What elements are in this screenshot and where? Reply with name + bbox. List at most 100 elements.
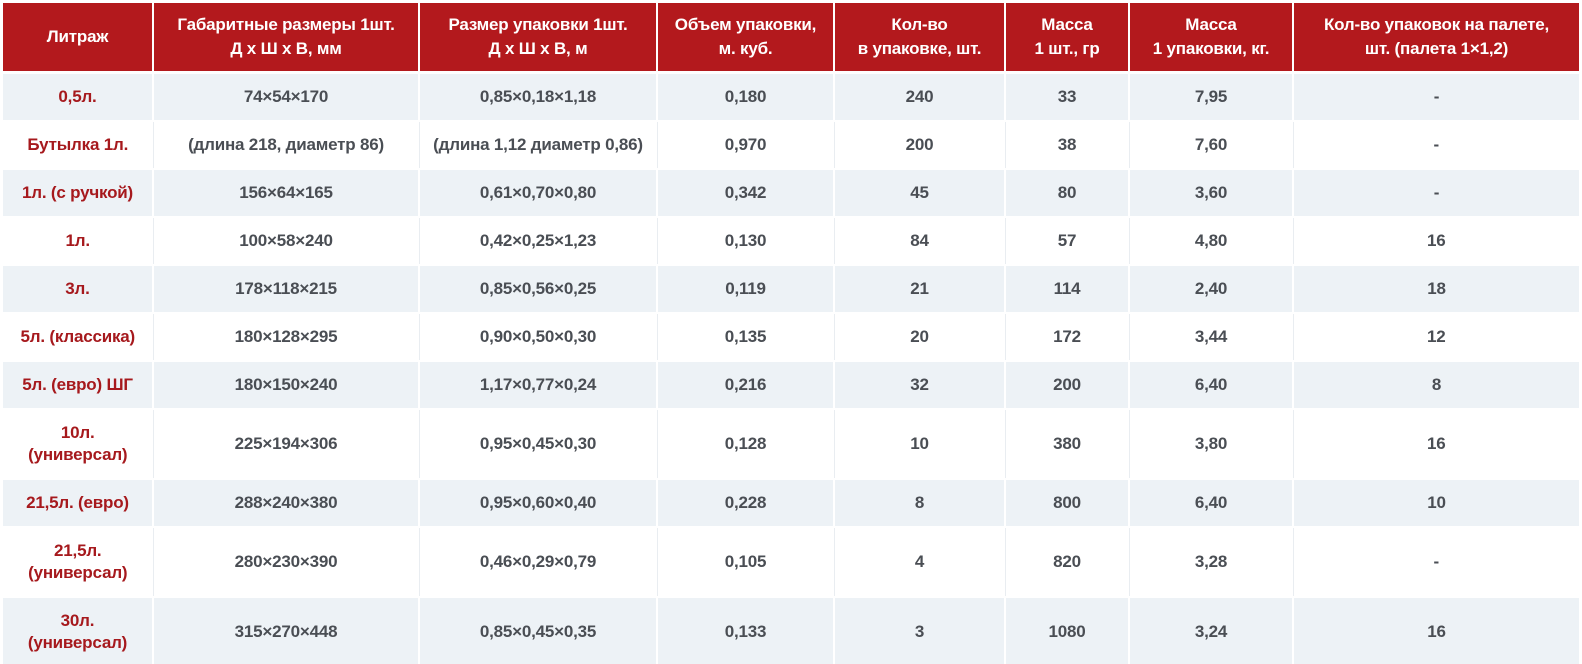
data-cell-pack-size: 0,90×0,50×0,30	[418, 312, 657, 361]
data-cell-mass-per-pack: 3,80	[1128, 408, 1293, 479]
packaging-spec-table: Литраж Габаритные размеры 1шт. Д х Ш х В, …	[3, 3, 1579, 664]
row-label-cell: 30л. (универсал)	[3, 596, 153, 664]
data-cell-pack-volume: 0,105	[656, 526, 834, 597]
row-label-cell: 1л.	[3, 216, 153, 265]
data-cell-qty-per-pack: 84	[833, 216, 1005, 265]
data-cell-packs-per-pallet: 10	[1292, 478, 1579, 527]
data-cell-mass-per-pack: 7,60	[1128, 120, 1293, 169]
data-cell-pack-volume: 0,216	[656, 360, 834, 409]
row-label-cell: 21,5л. (евро)	[3, 478, 153, 527]
data-cell-packs-per-pallet: 8	[1292, 360, 1579, 409]
data-cell-pack-volume: 0,119	[656, 264, 834, 313]
data-cell-qty-per-pack: 20	[833, 312, 1005, 361]
data-cell-mass-per-pack: 3,28	[1128, 526, 1293, 597]
data-cell-item-dimensions: (длина 218, диаметр 86)	[152, 120, 419, 169]
data-cell-pack-volume: 0,970	[656, 120, 834, 169]
table-row: 10л. (универсал) 225×194×306 0,95×0,45×0,3…	[3, 408, 1579, 479]
row-label-cell: 5л. (евро) ШГ	[3, 360, 153, 409]
row-label-cell: 21,5л. (универсал)	[3, 526, 153, 597]
table-row: 1л. (с ручкой) 156×64×165 0,61×0,70×0,80 0,…	[3, 168, 1579, 217]
data-cell-packs-per-pallet: -	[1292, 526, 1579, 597]
data-cell-mass-per-item: 200	[1004, 360, 1129, 409]
data-cell-qty-per-pack: 4	[833, 526, 1005, 597]
row-label-cell: 10л. (универсал)	[3, 408, 153, 479]
column-header-qty-per-pack: Кол-во в упаковке, шт.	[833, 3, 1005, 74]
data-cell-mass-per-item: 820	[1004, 526, 1129, 597]
data-cell-mass-per-pack: 3,60	[1128, 168, 1293, 217]
data-cell-pack-volume: 0,128	[656, 408, 834, 479]
data-cell-qty-per-pack: 200	[833, 120, 1005, 169]
table-row: 5л. (евро) ШГ 180×150×240 1,17×0,77×0,24 0,…	[3, 360, 1579, 409]
data-cell-item-dimensions: 280×230×390	[152, 526, 419, 597]
column-header-item-dimensions: Габаритные размеры 1шт. Д х Ш х В, мм	[152, 3, 419, 74]
data-cell-mass-per-pack: 7,95	[1128, 71, 1293, 121]
table-header-row: Литраж Габаритные размеры 1шт. Д х Ш х В, …	[3, 3, 1579, 74]
table-row: 0,5л. 74×54×170 0,85×0,18×1,18 0,180 240 33 7,…	[3, 71, 1579, 121]
data-cell-mass-per-pack: 3,24	[1128, 596, 1293, 664]
data-cell-item-dimensions: 288×240×380	[152, 478, 419, 527]
data-cell-qty-per-pack: 3	[833, 596, 1005, 664]
data-cell-pack-volume: 0,133	[656, 596, 834, 664]
data-cell-item-dimensions: 180×150×240	[152, 360, 419, 409]
data-cell-pack-size: 0,85×0,45×0,35	[418, 596, 657, 664]
data-cell-pack-volume: 0,342	[656, 168, 834, 217]
table-row: 1л. 100×58×240 0,42×0,25×1,23 0,130 84 57 4,80…	[3, 216, 1579, 265]
table-row: 21,5л. (универсал) 280×230×390 0,46×0,29×0…	[3, 526, 1579, 597]
data-cell-mass-per-item: 1080	[1004, 596, 1129, 664]
data-cell-mass-per-item: 800	[1004, 478, 1129, 527]
column-header-mass-per-item: Масса 1 шт., гр	[1004, 3, 1129, 74]
data-cell-item-dimensions: 180×128×295	[152, 312, 419, 361]
data-cell-qty-per-pack: 32	[833, 360, 1005, 409]
data-cell-qty-per-pack: 21	[833, 264, 1005, 313]
data-cell-mass-per-pack: 4,80	[1128, 216, 1293, 265]
data-cell-item-dimensions: 100×58×240	[152, 216, 419, 265]
row-label-cell: 3л.	[3, 264, 153, 313]
data-cell-pack-volume: 0,135	[656, 312, 834, 361]
data-cell-item-dimensions: 156×64×165	[152, 168, 419, 217]
table-header: Литраж Габаритные размеры 1шт. Д х Ш х В, …	[3, 3, 1579, 74]
data-cell-pack-size: 0,85×0,18×1,18	[418, 71, 657, 121]
data-cell-pack-size: 0,42×0,25×1,23	[418, 216, 657, 265]
data-cell-pack-size: (длина 1,12 диаметр 0,86)	[418, 120, 657, 169]
column-header-mass-per-pack: Масса 1 упаковки, кг.	[1128, 3, 1293, 74]
data-cell-pack-size: 0,85×0,56×0,25	[418, 264, 657, 313]
data-cell-item-dimensions: 315×270×448	[152, 596, 419, 664]
column-header-litrazh: Литраж	[3, 3, 153, 74]
data-cell-item-dimensions: 225×194×306	[152, 408, 419, 479]
column-header-packs-per-pallet: Кол-во упаковок на палете, шт. (палета 1×…	[1292, 3, 1579, 74]
data-cell-packs-per-pallet: 16	[1292, 216, 1579, 265]
data-cell-mass-per-item: 33	[1004, 71, 1129, 121]
row-label-cell: Бутылка 1л.	[3, 120, 153, 169]
data-cell-pack-volume: 0,130	[656, 216, 834, 265]
column-header-pack-size: Размер упаковки 1шт. Д х Ш х В, м	[418, 3, 657, 74]
data-cell-qty-per-pack: 8	[833, 478, 1005, 527]
data-cell-packs-per-pallet: -	[1292, 168, 1579, 217]
data-cell-packs-per-pallet: -	[1292, 71, 1579, 121]
table-body: 0,5л. 74×54×170 0,85×0,18×1,18 0,180 240 33 7,…	[3, 71, 1579, 664]
row-label-cell: 5л. (классика)	[3, 312, 153, 361]
data-cell-mass-per-pack: 6,40	[1128, 478, 1293, 527]
data-cell-pack-size: 0,95×0,60×0,40	[418, 478, 657, 527]
data-cell-mass-per-pack: 6,40	[1128, 360, 1293, 409]
data-cell-mass-per-item: 380	[1004, 408, 1129, 479]
data-cell-mass-per-item: 172	[1004, 312, 1129, 361]
data-cell-pack-size: 1,17×0,77×0,24	[418, 360, 657, 409]
data-cell-mass-per-item: 80	[1004, 168, 1129, 217]
data-cell-pack-size: 0,46×0,29×0,79	[418, 526, 657, 597]
data-cell-packs-per-pallet: 12	[1292, 312, 1579, 361]
data-cell-item-dimensions: 74×54×170	[152, 71, 419, 121]
column-header-pack-volume: Объем упаковки, м. куб.	[656, 3, 834, 74]
data-cell-mass-per-item: 114	[1004, 264, 1129, 313]
data-cell-pack-size: 0,61×0,70×0,80	[418, 168, 657, 217]
data-cell-qty-per-pack: 45	[833, 168, 1005, 217]
data-cell-mass-per-item: 57	[1004, 216, 1129, 265]
data-cell-packs-per-pallet: 16	[1292, 596, 1579, 664]
row-label-cell: 1л. (с ручкой)	[3, 168, 153, 217]
data-cell-mass-per-pack: 3,44	[1128, 312, 1293, 361]
data-cell-packs-per-pallet: -	[1292, 120, 1579, 169]
data-cell-pack-volume: 0,228	[656, 478, 834, 527]
data-cell-packs-per-pallet: 16	[1292, 408, 1579, 479]
table-row: 5л. (классика) 180×128×295 0,90×0,50×0,30 0…	[3, 312, 1579, 361]
table-row: 3л. 178×118×215 0,85×0,56×0,25 0,119 21 114 2,…	[3, 264, 1579, 313]
